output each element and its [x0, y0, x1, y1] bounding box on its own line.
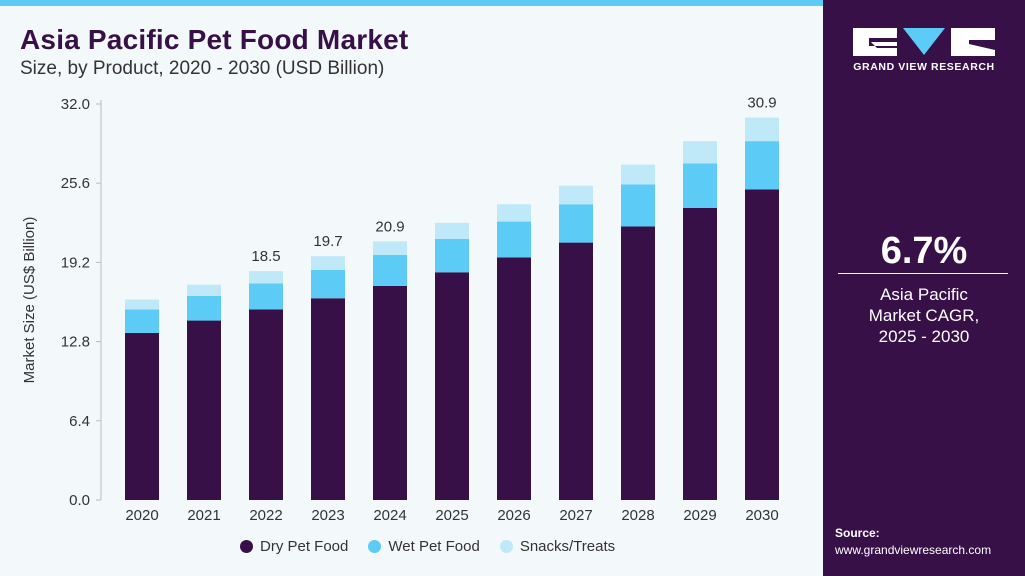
- source-label: Source:: [835, 526, 880, 540]
- y-axis-label: Market Size (US$ Billion): [21, 217, 38, 384]
- bar-snacks-treats-2021: [187, 284, 221, 296]
- bar-snacks-treats-2030: [745, 117, 779, 142]
- y-tick-label: 0.0: [69, 492, 90, 509]
- bar-wet-pet-food-2025: [435, 238, 469, 273]
- legend-item-snacks: Snacks/Treats: [499, 538, 616, 555]
- bar-snacks-treats-2027: [559, 185, 593, 205]
- x-tick-label: 2024: [373, 507, 406, 524]
- bar-wet-pet-food-2028: [621, 184, 655, 227]
- y-tick-label: 19.2: [61, 254, 90, 271]
- bar-dry-pet-food-2020: [125, 332, 159, 500]
- bar-dry-pet-food-2026: [497, 257, 531, 500]
- data-label-2030: 30.9: [747, 95, 776, 112]
- bar-dry-pet-food-2022: [249, 309, 283, 500]
- data-label-2022: 18.5: [251, 248, 280, 265]
- bar-dry-pet-food-2024: [373, 285, 407, 500]
- logo-text: GRAND VIEW RESEARCH: [853, 61, 995, 73]
- bar-snacks-treats-2028: [621, 164, 655, 185]
- bar-wet-pet-food-2027: [559, 204, 593, 243]
- data-label-2024: 20.9: [375, 218, 404, 235]
- y-tick-label: 32.0: [61, 96, 90, 113]
- bar-dry-pet-food-2023: [311, 298, 345, 500]
- cagr-label: Asia Pacific Market CAGR, 2025 - 2030: [823, 284, 1025, 347]
- bar-snacks-treats-2020: [125, 299, 159, 310]
- bar-snacks-treats-2023: [311, 256, 345, 270]
- legend-label: Snacks/Treats: [519, 538, 616, 555]
- grand-view-research-logo: [853, 28, 995, 56]
- legend-swatch: [240, 540, 253, 553]
- legend-label: Wet Pet Food: [388, 538, 480, 555]
- bar-dry-pet-food-2029: [683, 207, 717, 500]
- source-url[interactable]: www.grandviewresearch.com: [835, 543, 992, 557]
- y-tick-label: 12.8: [61, 334, 90, 351]
- legend-item-wet: Wet Pet Food: [368, 538, 480, 555]
- x-tick-label: 2022: [249, 507, 282, 524]
- bar-snacks-treats-2026: [497, 204, 531, 222]
- bar-wet-pet-food-2023: [311, 269, 345, 299]
- bar-dry-pet-food-2030: [745, 189, 779, 500]
- bar-wet-pet-food-2024: [373, 254, 407, 286]
- legend-swatch: [499, 540, 513, 553]
- x-tick-label: 2027: [559, 507, 592, 524]
- x-tick-label: 2020: [125, 507, 158, 524]
- bar-snacks-treats-2022: [249, 271, 283, 284]
- bar-dry-pet-food-2028: [621, 226, 655, 500]
- bar-wet-pet-food-2029: [683, 163, 717, 208]
- legend-label: Dry Pet Food: [260, 538, 349, 555]
- chart-title: Asia Pacific Pet Food Market: [20, 24, 409, 55]
- legend-swatch: [368, 540, 382, 553]
- bar-wet-pet-food-2021: [187, 295, 221, 321]
- y-tick-label: 6.4: [69, 413, 90, 430]
- x-tick-label: 2028: [621, 507, 654, 524]
- bar-snacks-treats-2024: [373, 241, 407, 255]
- data-label-2023: 19.7: [313, 233, 342, 250]
- x-tick-label: 2025: [435, 507, 468, 524]
- bar-wet-pet-food-2026: [497, 221, 531, 258]
- bar-wet-pet-food-2020: [125, 309, 159, 333]
- cagr-value: 6.7%: [880, 230, 968, 272]
- bar-snacks-treats-2025: [435, 222, 469, 239]
- side-panel: GRAND VIEW RESEARCH 6.7% Asia Pacific Ma…: [823, 0, 1025, 576]
- bar-wet-pet-food-2022: [249, 283, 283, 310]
- divider: [838, 273, 1008, 274]
- cagr-label-line: 2025 - 2030: [878, 327, 970, 346]
- bar-dry-pet-food-2027: [559, 242, 593, 500]
- x-tick-label: 2023: [311, 507, 344, 524]
- top-accent-bar: [0, 0, 823, 6]
- bar-snacks-treats-2029: [683, 141, 717, 164]
- x-tick-label: 2030: [745, 507, 778, 524]
- cagr-label-line: Market CAGR,: [868, 306, 980, 325]
- bar-dry-pet-food-2021: [187, 320, 221, 500]
- bar-chart: 0.0 6.4 12.8 19.2 25.6 32.0 Market Size (US$ B…: [21, 95, 779, 524]
- x-tick-label: 2029: [683, 507, 716, 524]
- cagr-label-line: Asia Pacific: [880, 285, 968, 304]
- x-tick-label: 2026: [497, 507, 530, 524]
- legend: Dry Pet Food Wet Pet Food Snacks/Treats: [240, 538, 615, 555]
- bar-dry-pet-food-2025: [435, 272, 469, 500]
- bar-wet-pet-food-2030: [745, 141, 779, 190]
- y-tick-label: 25.6: [61, 175, 90, 192]
- chart-subtitle: Size, by Product, 2020 - 2030 (USD Billi…: [20, 58, 385, 79]
- x-tick-label: 2021: [187, 507, 220, 524]
- legend-item-dry: Dry Pet Food: [240, 538, 348, 555]
